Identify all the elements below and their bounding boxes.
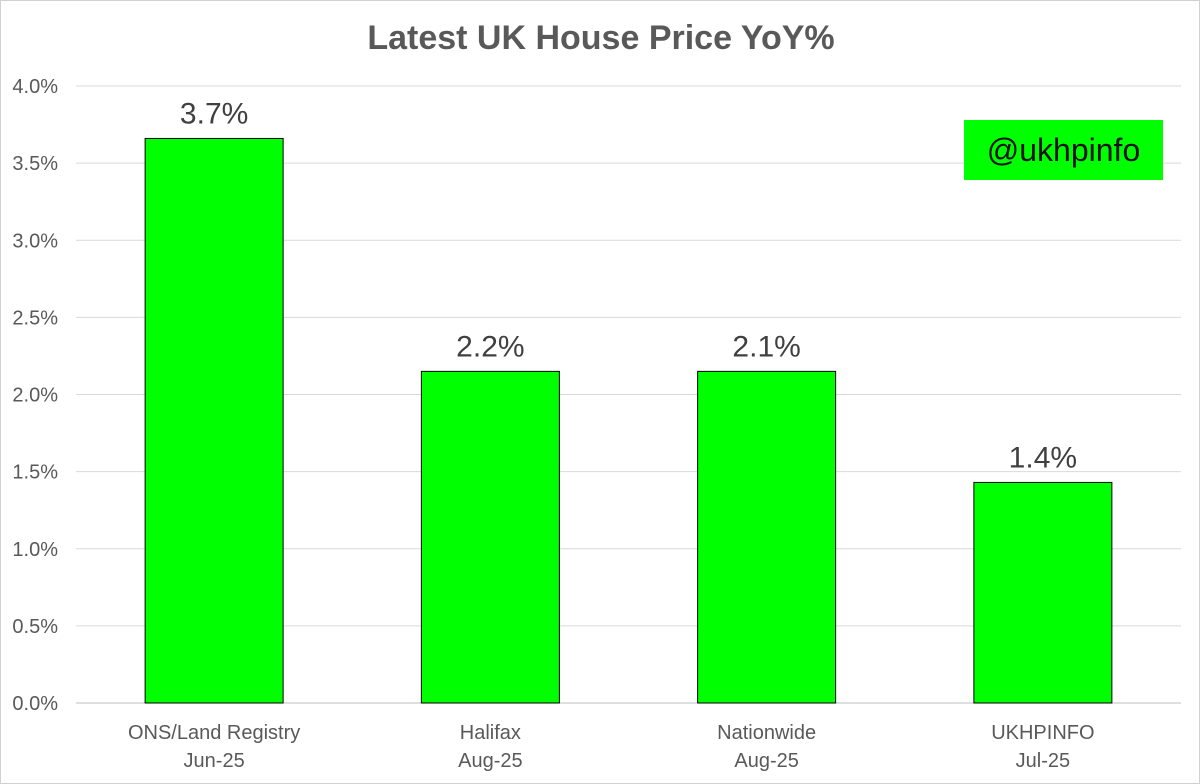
data-label: 2.1%: [732, 330, 800, 363]
category-label: ONS/Land Registry: [128, 722, 300, 744]
bar: [697, 370, 837, 704]
bars: [144, 137, 1113, 704]
y-axis-ticks: 0.0% 0.5% 1.0% 1.5% 2.0% 2.5% 3.0% 3.5% 4.0%: [12, 76, 58, 715]
bar: [420, 370, 560, 704]
category-date-label: Aug-25: [734, 750, 799, 772]
category-date-label: Jul-25: [1016, 750, 1070, 772]
y-tick-label: 1.5%: [12, 462, 58, 484]
category-label: Nationwide: [717, 722, 816, 744]
bar: [144, 137, 284, 704]
y-tick-label: 4.0%: [12, 76, 58, 98]
y-tick-label: 2.0%: [12, 385, 58, 407]
y-tick-label: 1.0%: [12, 539, 58, 561]
data-label: 1.4%: [1009, 441, 1077, 474]
category-label: Halifax: [460, 722, 521, 744]
chart-title: Latest UK House Price YoY%: [367, 19, 834, 57]
category-label: UKHPINFO: [991, 722, 1094, 744]
data-label: 2.2%: [456, 330, 524, 363]
y-tick-label: 2.5%: [12, 307, 58, 329]
y-tick-label: 0.5%: [12, 616, 58, 638]
watermark-badge: @ukhpinfo: [964, 120, 1163, 180]
category-date-label: Aug-25: [458, 750, 523, 772]
y-tick-label: 3.5%: [12, 153, 58, 175]
bar: [973, 481, 1113, 704]
y-tick-label: 3.0%: [12, 230, 58, 252]
category-date-label: Jun-25: [184, 750, 245, 772]
data-label: 3.7%: [180, 97, 248, 130]
data-labels: 3.7% 2.2% 2.1% 1.4%: [180, 97, 1077, 474]
y-tick-label: 0.0%: [12, 693, 58, 715]
x-axis-categories: ONS/Land Registry Jun-25 Halifax Aug-25 Nati…: [128, 722, 1095, 772]
